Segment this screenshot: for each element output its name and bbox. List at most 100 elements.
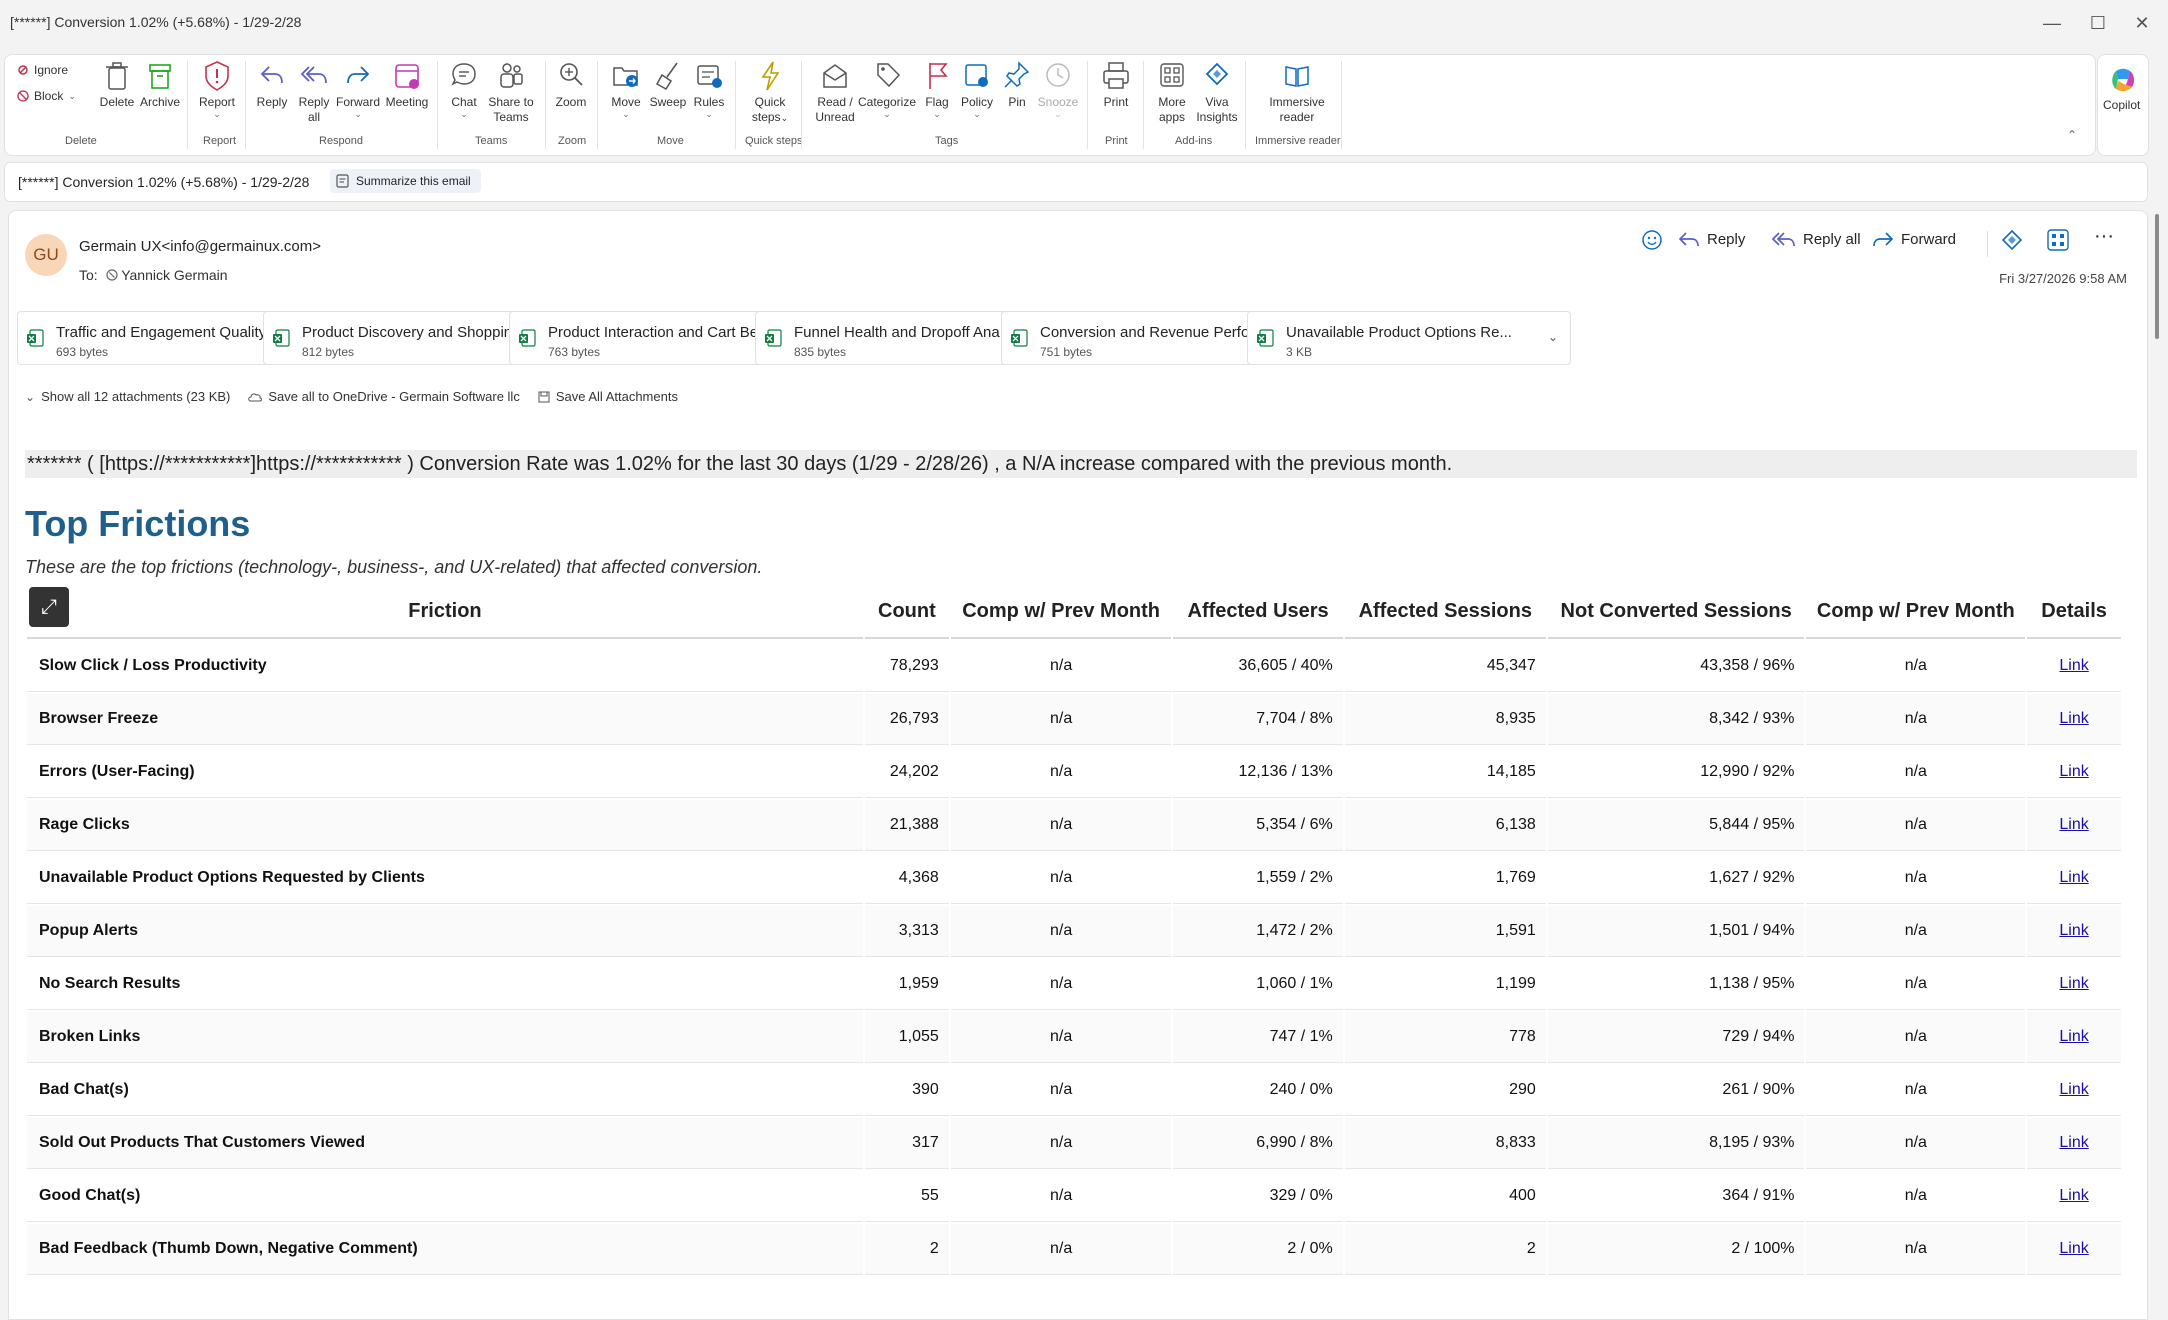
rules-button[interactable]: Rules ⌄ <box>689 59 729 119</box>
table-cell-comp2: n/a <box>1806 1118 2026 1169</box>
save-to-onedrive-link[interactable]: Save all to OneDrive - Germain Software … <box>248 389 520 404</box>
table-cell-notconv: 1,138 / 95% <box>1547 959 1805 1010</box>
more-actions-button[interactable]: ··· <box>2094 225 2114 247</box>
ribbon-separator <box>1087 61 1088 149</box>
column-header: Comp w/ Prev Month <box>1806 585 2026 639</box>
excel-file-icon <box>1257 329 1274 347</box>
header-viva-button[interactable] <box>2001 229 2023 251</box>
details-link[interactable]: Link <box>2059 1187 2089 1204</box>
attachment-name: Product Discovery and Shoppin... <box>302 324 525 341</box>
sweep-button[interactable]: Sweep <box>647 59 689 110</box>
table-row: Browser Freeze 26,793 n/a 7,704 / 8% 8,935 8,… <box>27 694 2121 745</box>
table-cell-users: 12,136 / 13% <box>1173 747 1343 798</box>
ribbon-separator <box>437 61 438 149</box>
attachment-size: 751 bytes <box>1040 345 1093 359</box>
summarize-email-button[interactable]: Summarize this email <box>330 169 481 193</box>
header-forward-button[interactable]: Forward <box>1871 229 1956 249</box>
table-cell-comp1: n/a <box>950 1012 1172 1063</box>
more-apps-button[interactable]: More apps <box>1151 59 1193 125</box>
pin-icon <box>1004 61 1030 88</box>
flag-button[interactable]: Flag ⌄ <box>917 59 957 119</box>
viva-insights-button[interactable]: Viva Insights <box>1193 59 1241 125</box>
snooze-button[interactable]: Snooze ⌄ <box>1035 59 1081 119</box>
policy-button[interactable]: Policy ⌄ <box>957 59 997 119</box>
details-link[interactable]: Link <box>2059 1240 2089 1257</box>
chevron-down-icon: ⌄ <box>25 389 36 404</box>
viva-insights-icon <box>2001 229 2023 251</box>
expand-table-button[interactable]: ⤢ <box>29 587 69 627</box>
delete-button[interactable]: Delete <box>93 59 141 110</box>
scrollbar[interactable] <box>2152 210 2162 1318</box>
recipient[interactable]: Yannick Germain <box>105 267 228 283</box>
read-unread-button[interactable]: Read / Unread <box>811 59 859 125</box>
meeting-button[interactable]: Meeting <box>379 59 435 110</box>
table-row: Good Chat(s) 55 n/a 329 / 0% 400 364 / 91% n/a… <box>27 1171 2121 1222</box>
reply-button[interactable]: Reply <box>251 59 293 110</box>
forward-button[interactable]: Forward ⌄ <box>333 59 383 119</box>
zoom-button[interactable]: Zoom <box>549 59 593 110</box>
details-link[interactable]: Link <box>2059 1028 2089 1045</box>
emoji-reaction-button[interactable] <box>1641 229 1663 251</box>
ignore-button[interactable]: Ignore <box>17 63 68 77</box>
save-all-attachments-link[interactable]: Save All Attachments <box>538 389 678 404</box>
table-body: Slow Click / Loss Productivity 78,293 n/a 3… <box>27 641 2121 1275</box>
scroll-thumb[interactable] <box>2155 214 2159 339</box>
header-reply-button[interactable]: Reply <box>1677 229 1745 249</box>
print-button[interactable]: Print <box>1095 59 1137 110</box>
clock-icon <box>1046 63 1070 87</box>
quick-steps-button[interactable]: Quick steps⌄ <box>745 59 795 126</box>
summarize-icon <box>336 174 349 188</box>
attachment-actions: ⌄ Show all 12 attachments (23 KB) Save a… <box>25 389 678 404</box>
details-link[interactable]: Link <box>2059 922 2089 939</box>
attachment-card[interactable]: Unavailable Product Options Re... 3 KB ⌄ <box>1247 311 1571 365</box>
minimize-button[interactable]: — <box>2043 13 2061 33</box>
table-cell-comp2: n/a <box>1806 1012 2026 1063</box>
details-link[interactable]: Link <box>2059 763 2089 780</box>
details-link[interactable]: Link <box>2059 710 2089 727</box>
reply-all-button[interactable]: Reply all <box>293 59 335 125</box>
table-cell-sessions: 14,185 <box>1344 747 1546 798</box>
share-to-teams-button[interactable]: Share to Teams <box>485 59 537 125</box>
table-cell-friction: Unavailable Product Options Requested by… <box>27 853 863 904</box>
block-button[interactable]: Block ⌄ <box>17 89 76 103</box>
ignore-icon <box>18 65 28 75</box>
archive-button[interactable]: Archive <box>135 59 185 110</box>
table-cell-count: 24,202 <box>864 747 949 798</box>
excel-file-icon <box>519 329 536 347</box>
details-link[interactable]: Link <box>2059 1081 2089 1098</box>
details-link[interactable]: Link <box>2059 657 2089 674</box>
close-button[interactable]: ✕ <box>2134 13 2150 33</box>
excel-file-icon <box>273 329 290 347</box>
collapse-ribbon-button[interactable]: ⌃ <box>2067 128 2078 142</box>
attachment-size: 835 bytes <box>794 345 847 359</box>
details-link[interactable]: Link <box>2059 816 2089 833</box>
archive-icon <box>149 64 171 89</box>
copilot-button[interactable]: Copilot <box>2097 54 2149 156</box>
chevron-down-icon[interactable]: ⌄ <box>1547 330 1558 344</box>
attachment-size: 763 bytes <box>548 345 601 359</box>
table-cell-comp2: n/a <box>1806 853 2026 904</box>
show-all-attachments-link[interactable]: ⌄ Show all 12 attachments (23 KB) <box>25 389 231 404</box>
header-apps-button[interactable] <box>2047 229 2069 251</box>
frictions-table-container: Friction Count Comp w/ Prev Month Affected … <box>25 583 2121 1277</box>
details-link[interactable]: Link <box>2059 975 2089 992</box>
avatar[interactable]: GU <box>25 234 67 276</box>
sender[interactable]: Germain UX<info@germainux.com> <box>79 238 321 255</box>
immersive-reader-button[interactable]: Immersive reader <box>1257 59 1337 125</box>
categorize-button[interactable]: Categorize ⌄ <box>857 59 917 119</box>
table-cell-notconv: 1,627 / 92% <box>1547 853 1805 904</box>
chat-button[interactable]: Chat ⌄ <box>443 59 485 119</box>
table-cell-notconv: 12,990 / 92% <box>1547 747 1805 798</box>
group-label-print: Print <box>1105 135 1128 147</box>
details-link[interactable]: Link <box>2059 869 2089 886</box>
move-button[interactable]: Move ⌄ <box>605 59 647 119</box>
maximize-button[interactable]: ☐ <box>2089 13 2107 33</box>
header-reply-all-button[interactable]: Reply all <box>1771 229 1861 249</box>
pin-button[interactable]: Pin <box>999 59 1035 110</box>
report-button[interactable]: Report ⌄ <box>193 59 241 119</box>
group-label-teams: Teams <box>475 135 508 147</box>
envelope-open-icon <box>823 64 847 88</box>
details-link[interactable]: Link <box>2059 1134 2089 1151</box>
column-header: Affected Users <box>1173 585 1343 639</box>
attachment-name: Traffic and Engagement Quality... <box>56 324 278 341</box>
